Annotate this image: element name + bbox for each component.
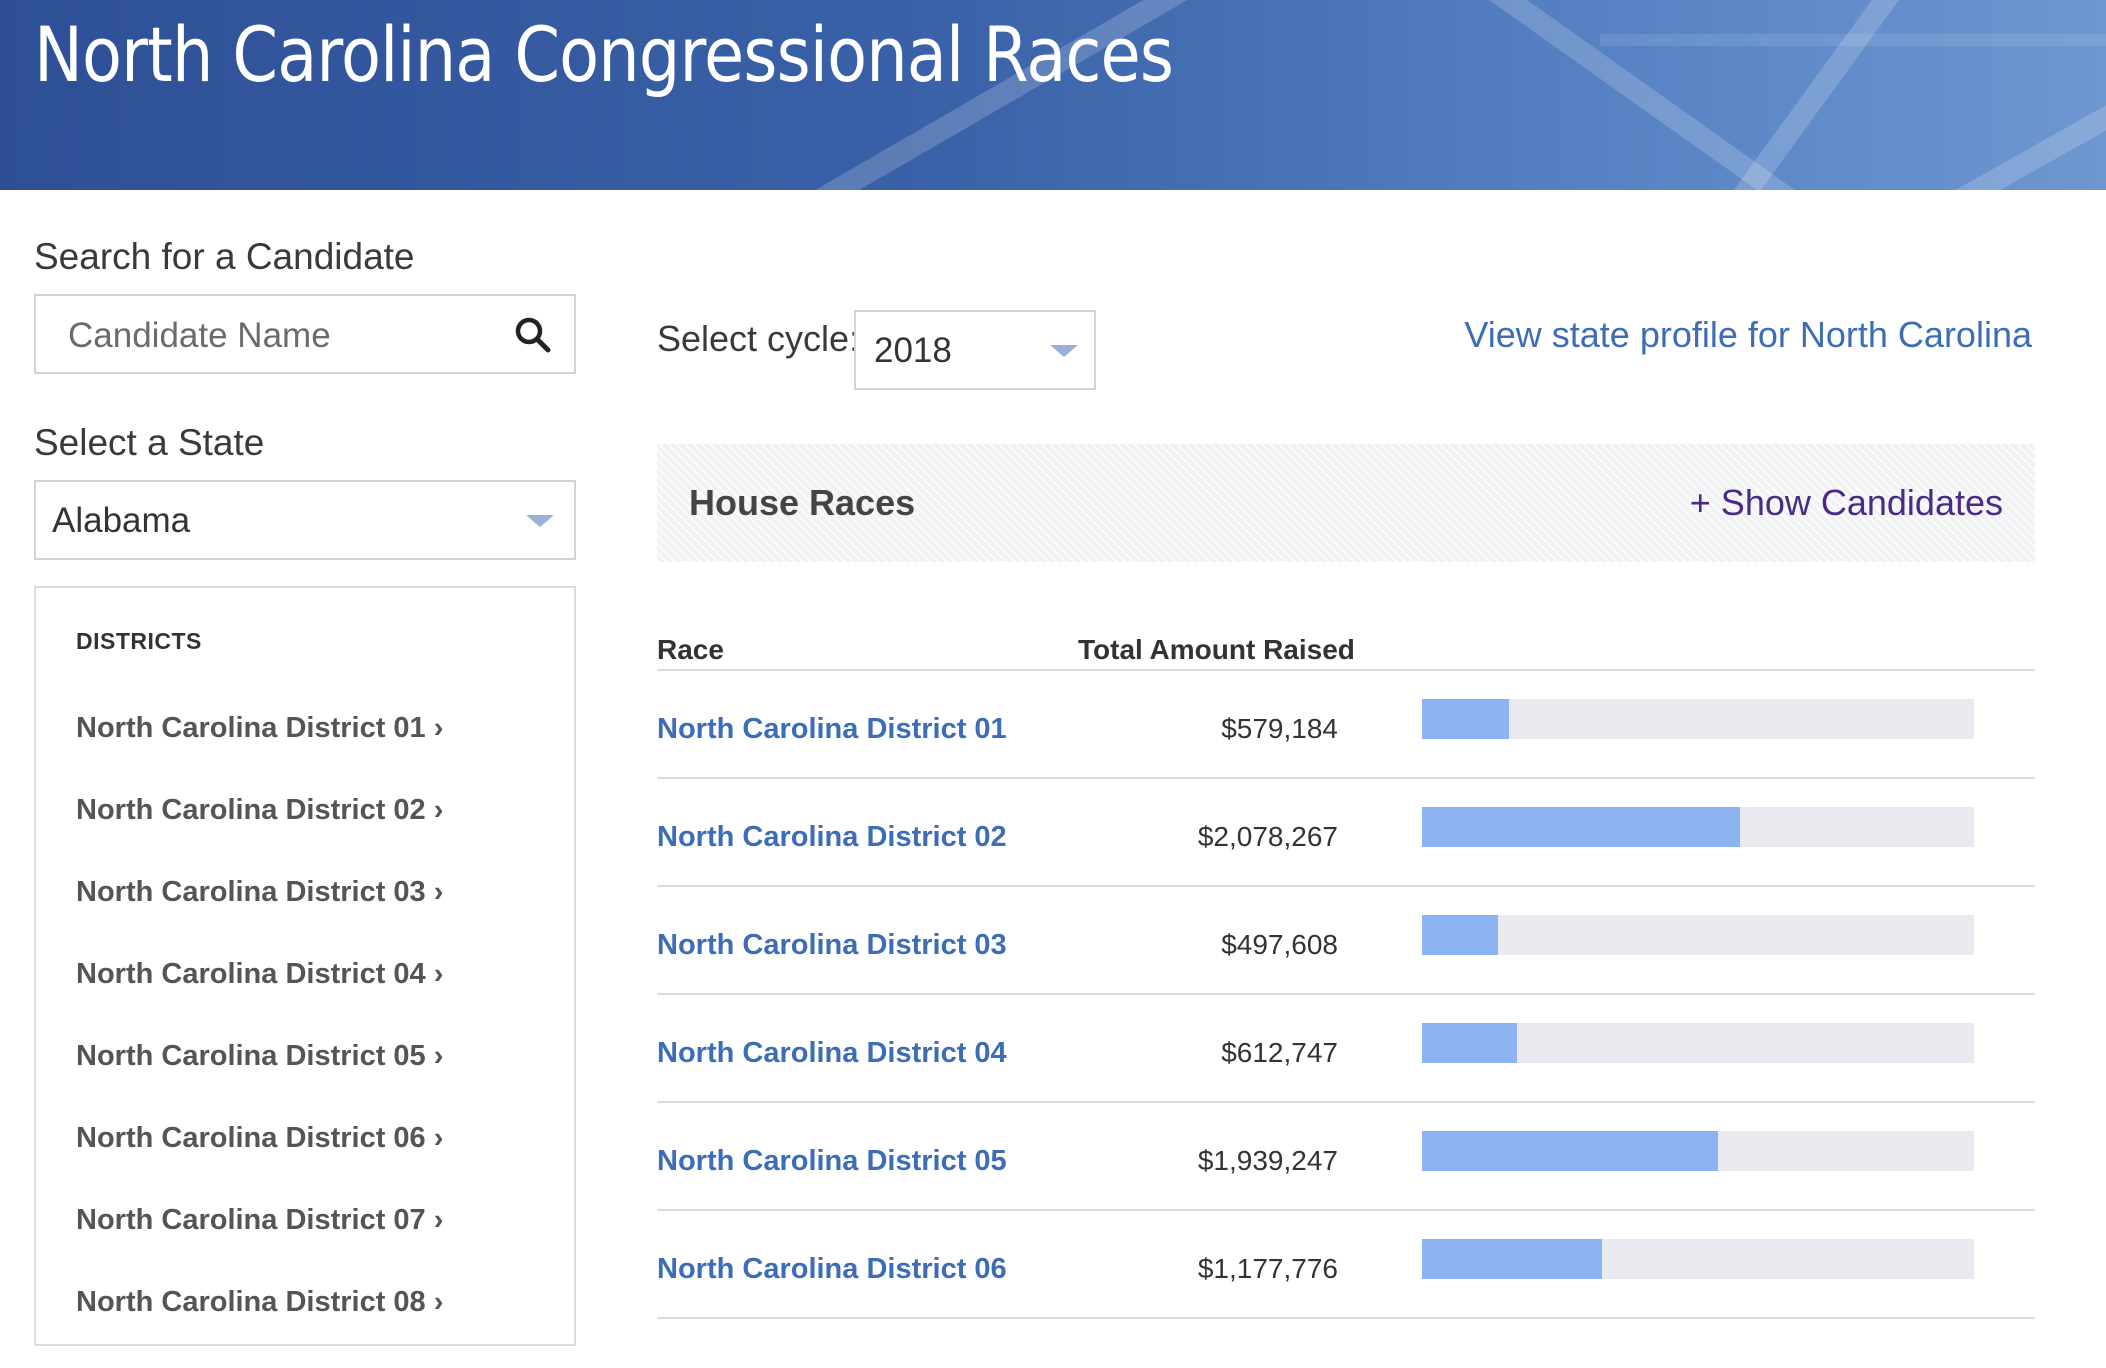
district-link[interactable]: North Carolina District 07 › [76, 1204, 444, 1236]
table-row: North Carolina District 03 $497,608 [657, 887, 2035, 995]
bar-track [1422, 699, 1974, 739]
state-select[interactable]: Alabama [34, 480, 576, 560]
cycle-label: Select cycle: [657, 318, 860, 359]
house-races-header: House Races + Show Candidates [657, 444, 2035, 562]
amount-raised: $2,078,267 [1197, 821, 1338, 852]
table-row: North Carolina District 02 $2,078,267 [657, 779, 2035, 887]
state-profile-link[interactable]: View state profile for North Carolina [1464, 314, 2032, 355]
district-link[interactable]: North Carolina District 02 › [76, 794, 444, 826]
amount-raised: $612,747 [1221, 1037, 1338, 1068]
table-row: North Carolina District 01 $579,184 [657, 671, 2035, 779]
column-header-race: Race [657, 634, 724, 665]
header-banner: North Carolina Congressional Races [0, 0, 2106, 190]
district-list: North Carolina District 01 › North Carol… [76, 712, 443, 1368]
bar-fill [1422, 1239, 1602, 1279]
amount-raised: $1,177,776 [1197, 1253, 1338, 1284]
chevron-down-icon [526, 515, 554, 527]
district-link[interactable]: North Carolina District 08 › [76, 1286, 444, 1318]
bar-fill [1422, 1023, 1517, 1063]
header-divider [657, 669, 2035, 671]
district-link[interactable]: North Carolina District 04 › [76, 958, 444, 990]
race-link[interactable]: North Carolina District 05 [657, 1145, 1007, 1177]
district-link[interactable]: North Carolina District 06 › [76, 1122, 444, 1154]
race-link[interactable]: North Carolina District 03 [657, 929, 1007, 961]
cycle-select-value: 2018 [874, 331, 952, 370]
bar-fill [1422, 1131, 1719, 1171]
state-select-value: Alabama [52, 501, 191, 540]
bar-track [1422, 807, 1974, 847]
bar-track [1422, 1131, 1974, 1171]
table-row: North Carolina District 04 $612,747 [657, 995, 2035, 1103]
amount-raised: $579,184 [1221, 713, 1338, 744]
show-candidates-button[interactable]: + Show Candidates [1689, 482, 2003, 523]
race-link[interactable]: North Carolina District 06 [657, 1253, 1007, 1285]
search-label: Search for a Candidate [34, 236, 415, 277]
page-title: North Carolina Congressional Races [34, 10, 1174, 99]
table-row: North Carolina District 05 $1,939,247 [657, 1103, 2035, 1211]
race-link[interactable]: North Carolina District 02 [657, 821, 1007, 853]
cycle-select[interactable]: 2018 [854, 310, 1096, 390]
search-placeholder: Candidate Name [68, 316, 331, 355]
bar-fill [1422, 915, 1498, 955]
state-label: Select a State [34, 422, 265, 463]
district-link[interactable]: North Carolina District 01 › [76, 712, 444, 744]
banner-decoration [815, 0, 2106, 190]
amount-raised: $1,939,247 [1197, 1145, 1338, 1176]
race-link[interactable]: North Carolina District 04 [657, 1037, 1007, 1069]
column-header-amount: Total Amount Raised [1078, 634, 1355, 665]
search-icon[interactable] [514, 316, 552, 354]
district-link[interactable]: North Carolina District 05 › [76, 1040, 444, 1072]
chevron-down-icon [1050, 345, 1078, 357]
amount-raised: $497,608 [1221, 929, 1338, 960]
district-link[interactable]: North Carolina District 03 › [76, 876, 444, 908]
bar-track [1422, 1239, 1974, 1279]
section-title: House Races [689, 482, 916, 523]
bar-track [1422, 915, 1974, 955]
candidate-search-input[interactable]: Candidate Name [34, 294, 576, 374]
districts-panel: DISTRICTS North Carolina District 01 › N… [34, 586, 576, 1346]
race-link[interactable]: North Carolina District 01 [657, 713, 1007, 745]
bar-track [1422, 1023, 1974, 1063]
districts-heading: DISTRICTS [76, 628, 202, 654]
table-row: North Carolina District 06 $1,177,776 [657, 1211, 2035, 1319]
bar-fill [1422, 807, 1740, 847]
bar-fill [1422, 699, 1510, 739]
